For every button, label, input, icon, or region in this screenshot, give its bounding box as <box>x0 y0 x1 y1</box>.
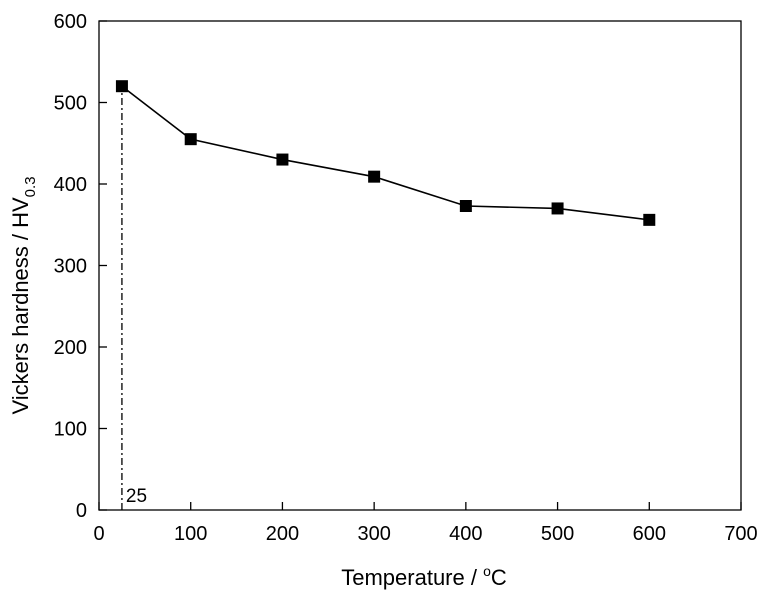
data-point-marker <box>459 200 472 213</box>
x-tick-label: 200 <box>266 523 299 545</box>
y-tick-label: 600 <box>54 11 87 33</box>
plot-frame <box>98 20 742 511</box>
y-tick-label: 100 <box>54 419 87 441</box>
y-axis-title-subscript: 0.3 <box>22 176 39 197</box>
x-axis-title-unit: C <box>491 565 507 590</box>
series-line <box>121 85 650 221</box>
data-point-marker <box>184 133 197 146</box>
x-tick-label: 500 <box>541 523 574 545</box>
annotation-group: 25 <box>121 86 147 510</box>
x-tick-label: 600 <box>633 523 666 545</box>
x-tick-label: 400 <box>449 523 482 545</box>
data-point-marker <box>368 170 381 183</box>
y-tick-label: 500 <box>54 93 87 115</box>
data-point-marker <box>551 202 564 215</box>
x-tick-label: 100 <box>174 523 207 545</box>
y-tick-label: 200 <box>54 337 87 359</box>
data-series <box>115 80 656 226</box>
x-tick-label: 300 <box>357 523 390 545</box>
x-axis-title-main: Temperature / <box>341 565 483 590</box>
y-axis-title: Vickers hardness / HV0.3 <box>8 176 39 414</box>
x-axis-title: Temperature / oC <box>341 563 507 590</box>
data-point-marker <box>276 153 289 166</box>
y-tick-label: 0 <box>76 500 87 522</box>
x-axis-ticks: 0 100 200 300 400 500 600 700 <box>93 502 758 545</box>
x-axis-title-superscript: o <box>483 563 491 579</box>
y-tick-label: 300 <box>54 256 87 278</box>
x-tick-label: 700 <box>724 523 757 545</box>
annotation-label-25: 25 <box>126 486 147 507</box>
y-axis-title-main: Vickers hardness / HV <box>8 197 33 415</box>
data-point-marker <box>643 213 656 226</box>
y-tick-label: 400 <box>54 174 87 196</box>
plot-area <box>98 20 742 511</box>
data-point-marker <box>115 80 128 93</box>
x-tick-label: 0 <box>93 523 104 545</box>
y-axis-ticks: 0 100 200 300 400 500 600 <box>54 11 107 522</box>
